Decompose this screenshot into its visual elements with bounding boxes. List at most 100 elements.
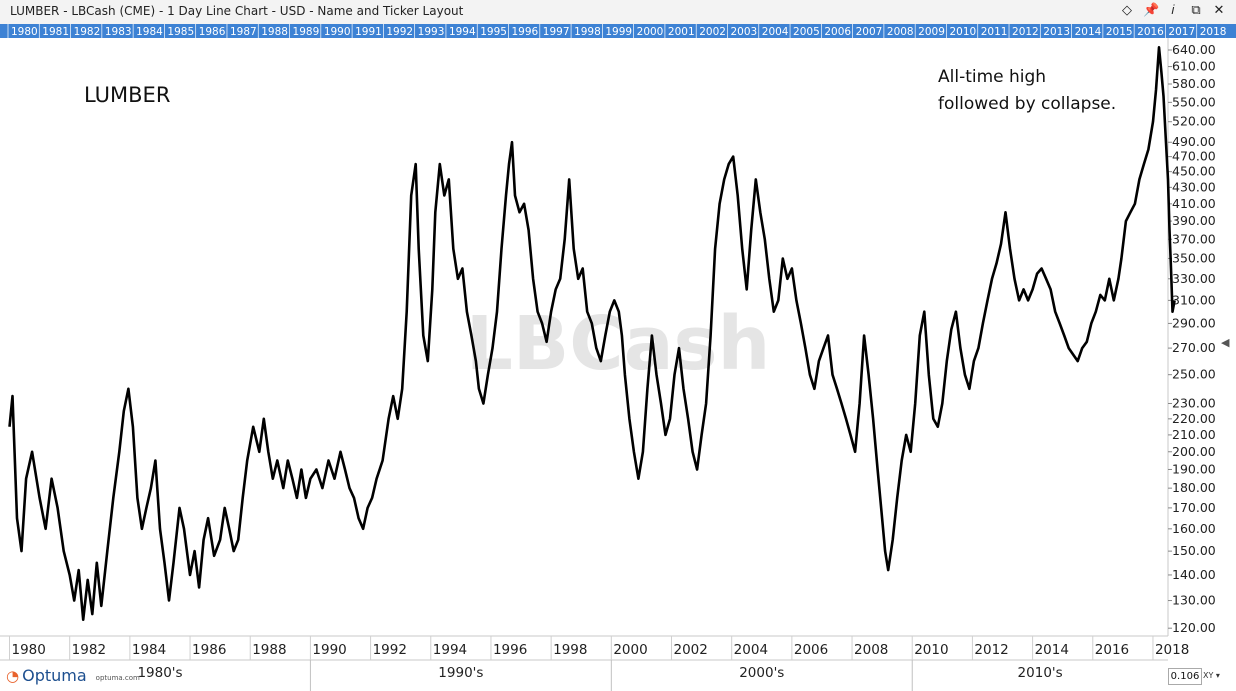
year-band-label: 1994 [449, 26, 476, 38]
symbol-label: LUMBER [84, 83, 170, 107]
year-band-label: 2009 [918, 26, 945, 38]
year-band-label: 1982 [74, 26, 101, 38]
year-band-label: 1996 [512, 26, 539, 38]
optuma-logo-icon: ◔ [6, 666, 20, 685]
year-band-label: 2016 [1137, 26, 1164, 38]
optuma-logo-text: Optuma [22, 666, 87, 685]
info-icon[interactable]: 𝑖 [1171, 3, 1175, 18]
year-band-label: 1999 [605, 26, 632, 38]
year-band-label: 2004 [762, 26, 789, 38]
close-icon[interactable]: ✕ [1213, 3, 1225, 18]
y-tick-label: 250.00 [1172, 367, 1216, 382]
x-tick-label: 2008 [854, 642, 888, 658]
year-band-label: 2015 [1106, 26, 1133, 38]
y-tick-label: 430.00 [1172, 179, 1216, 194]
year-band-label: 2018 [1200, 26, 1227, 38]
y-tick-label: 470.00 [1172, 149, 1216, 164]
year-band-label: 1991 [355, 26, 382, 38]
y-tick-label: 120.00 [1172, 620, 1216, 635]
chart-area[interactable]: 1980 1981 1982 1983 1984 1985 1986 1987 1988 1989… [0, 24, 1236, 691]
year-band-bg [0, 24, 1236, 38]
y-tick-label: 130.00 [1172, 593, 1216, 608]
x-tick-label: 2018 [1155, 642, 1189, 658]
year-band-label: 2006 [824, 26, 851, 38]
pin-icon[interactable]: 📌 [1143, 3, 1160, 18]
year-band-label: 1989 [293, 26, 320, 38]
year-band-label: 1983 [105, 26, 132, 38]
xy-toggle-button[interactable]: XY ▾ [1203, 671, 1220, 680]
y-tick-label: 490.00 [1172, 134, 1216, 149]
y-tick-label: 180.00 [1172, 480, 1216, 495]
diamond-icon[interactable]: ◇ [1122, 3, 1132, 18]
year-band-label: 1984 [136, 26, 163, 38]
y-tick-label: 150.00 [1172, 543, 1216, 558]
y-tick-label: 290.00 [1172, 315, 1216, 330]
decade-label: 2000's [739, 665, 784, 681]
year-band-label: 1981 [42, 26, 69, 38]
x-tick-label: 2000 [613, 642, 647, 658]
y-tick-label: 390.00 [1172, 213, 1216, 228]
x-tick-label: 2010 [914, 642, 948, 658]
annotation-line-2: followed by collapse. [938, 94, 1116, 114]
year-band-label: 1988 [261, 26, 288, 38]
year-band-label: 2007 [856, 26, 883, 38]
year-band-label: 2017 [1168, 26, 1195, 38]
x-tick-label: 2002 [674, 642, 708, 658]
restore-icon[interactable]: ⧉ [1191, 3, 1201, 18]
x-tick-label: 1986 [192, 642, 226, 658]
annotation-line-1: All-time high [938, 67, 1046, 87]
decade-axis: 1980's 1990's 2000's 2010's [137, 660, 1063, 691]
y-tick-label: 310.00 [1172, 292, 1216, 307]
year-band-label: 1995 [480, 26, 507, 38]
window-titlebar: LUMBER - LBCash (CME) - 1 Day Line Chart… [0, 0, 1236, 25]
y-tick-label: 170.00 [1172, 500, 1216, 515]
x-tick-label: 2014 [1035, 642, 1069, 658]
year-band-label: 1990 [324, 26, 351, 38]
x-tick-label: 2004 [734, 642, 768, 658]
decade-label: 2010's [1018, 665, 1063, 681]
y-tick-label: 220.00 [1172, 411, 1216, 426]
zoom-input[interactable]: 0.106 [1168, 668, 1202, 685]
y-tick-label: 520.00 [1172, 114, 1216, 129]
year-band-label: 2013 [1043, 26, 1070, 38]
x-tick-label: 1984 [132, 642, 166, 658]
year-band-label: 1997 [543, 26, 570, 38]
price-line [8, 46, 1176, 621]
y-tick-label: 160.00 [1172, 521, 1216, 536]
year-band-label: 2014 [1075, 26, 1102, 38]
y-tick-label: 450.00 [1172, 164, 1216, 179]
y-tick-label: 640.00 [1172, 42, 1216, 57]
x-tick-label: 1988 [252, 642, 286, 658]
y-tick-label: 270.00 [1172, 340, 1216, 355]
y-axis: 640.00 610.00 580.00 550.00 520.00 490.00470.… [1167, 38, 1216, 636]
x-tick-label: 1994 [433, 642, 467, 658]
year-band-label: 2010 [949, 26, 976, 38]
x-tick-label: 2006 [794, 642, 828, 658]
x-tick-label: 1990 [312, 642, 346, 658]
year-band-label: 2011 [981, 26, 1008, 38]
y-tick-label: 190.00 [1172, 461, 1216, 476]
y-tick-label: 230.00 [1172, 395, 1216, 410]
y-tick-label: 550.00 [1172, 94, 1216, 109]
year-band-label: 1992 [386, 26, 413, 38]
x-tick-label: 1996 [493, 642, 527, 658]
year-band-label: 2001 [668, 26, 695, 38]
year-band-label: 1985 [167, 26, 194, 38]
year-band: 1980 1981 1982 1983 1984 1985 1986 1987 1988 1989… [0, 24, 1236, 38]
optuma-logo-url: optuma.com [95, 673, 140, 682]
y-tick-label: 140.00 [1172, 567, 1216, 582]
collapse-arrow-icon[interactable]: ◀ [1221, 336, 1230, 349]
year-band-label: 2002 [699, 26, 726, 38]
x-tick-label: 2012 [974, 642, 1008, 658]
y-tick-label: 210.00 [1172, 427, 1216, 442]
titlebar-icons: ◇ 📌 𝑖 ⧉ ✕ [1120, 2, 1226, 20]
year-band-label: 1980 [11, 26, 38, 38]
y-tick-label: 350.00 [1172, 250, 1216, 265]
year-band-label: 1998 [574, 26, 601, 38]
year-band-label: 1986 [199, 26, 226, 38]
year-band-label: 1993 [418, 26, 445, 38]
y-tick-label: 330.00 [1172, 271, 1216, 286]
decade-label: 1980's [137, 665, 182, 681]
y-tick-label: 580.00 [1172, 76, 1216, 91]
y-tick-label: 410.00 [1172, 196, 1216, 211]
